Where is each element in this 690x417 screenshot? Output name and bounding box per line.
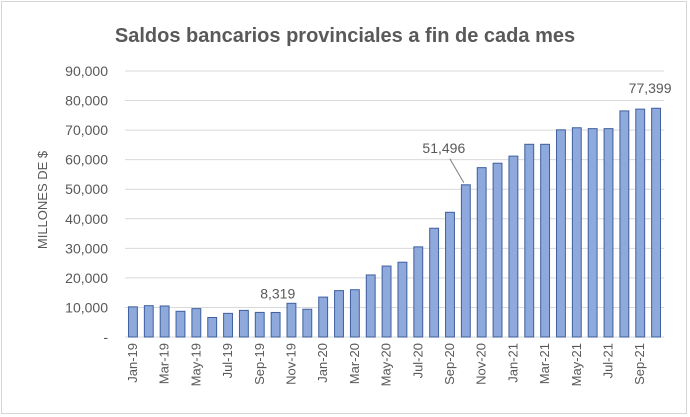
bar <box>127 306 138 338</box>
bar <box>302 308 313 338</box>
bar <box>508 155 519 338</box>
bar <box>318 296 329 338</box>
bar <box>270 311 281 338</box>
bar <box>460 184 471 338</box>
bar <box>556 129 566 338</box>
x-tick-label: May-20 <box>379 343 394 386</box>
x-tick-label: Mar-19 <box>157 343 172 384</box>
bar <box>413 246 424 338</box>
y-tick-label: 40,000 <box>65 211 108 227</box>
y-tick-label: 80,000 <box>65 93 108 109</box>
y-tick-label: 50,000 <box>65 181 108 197</box>
x-tick-label: Jul-19 <box>220 343 235 378</box>
data-labels: 8,319 51,496 77,399 <box>260 80 671 301</box>
chart-title: Saldos bancarios provinciales a fin de c… <box>115 25 575 47</box>
bar <box>571 127 582 338</box>
gridlines <box>125 70 664 338</box>
bar <box>381 265 392 338</box>
x-tick-label: Sep-19 <box>252 343 267 385</box>
y-tick-label: 70,000 <box>65 122 108 138</box>
bar <box>445 211 455 338</box>
x-tick-label: Jul-20 <box>410 343 425 378</box>
data-label: 51,496 <box>422 140 465 156</box>
x-tick-label: May-21 <box>569 343 584 386</box>
bar <box>143 305 154 338</box>
bar <box>286 302 297 338</box>
bar <box>540 143 551 338</box>
y-axis-label: MILLONES DE $ <box>35 150 50 249</box>
bar <box>349 289 360 338</box>
data-label: 77,399 <box>629 80 672 96</box>
y-tick-label: - <box>103 329 108 345</box>
bar <box>619 110 630 338</box>
bar <box>207 316 218 338</box>
x-tick-label: Sep-20 <box>442 343 457 385</box>
x-tick-label: Jan-20 <box>315 343 330 383</box>
bar <box>223 312 233 338</box>
bar <box>524 143 535 338</box>
y-tick-label: 30,000 <box>65 240 108 256</box>
y-tick-label: 60,000 <box>65 152 108 168</box>
bar <box>476 167 487 338</box>
data-label: 8,319 <box>260 285 295 301</box>
bar <box>254 311 265 338</box>
bar <box>651 107 662 338</box>
bar <box>159 305 170 338</box>
x-tick-label: Mar-21 <box>537 343 552 384</box>
bar <box>365 274 376 338</box>
x-tick-label: Jan-19 <box>125 343 140 383</box>
bar <box>238 309 249 338</box>
x-tick-label: Jul-21 <box>601 343 616 378</box>
x-axis-ticks: Jan-19 Mar-19 May-19 Jul-19 Sep-19 Nov-19 Jan-… <box>125 343 647 386</box>
bar <box>492 162 503 338</box>
bar <box>587 128 598 338</box>
bar <box>635 108 646 338</box>
bar <box>603 128 614 338</box>
bar <box>334 290 344 338</box>
x-tick-label: Mar-20 <box>347 343 362 384</box>
x-tick-label: Nov-19 <box>283 343 298 385</box>
y-axis-ticks: - 10,000 20,000 30,000 40,000 50,000 60,000 70,… <box>65 63 108 345</box>
y-tick-label: 90,000 <box>65 63 108 79</box>
bar <box>429 227 440 338</box>
bar <box>191 308 202 338</box>
callout-line <box>449 158 465 184</box>
x-tick-label: Sep-21 <box>632 343 647 385</box>
bar <box>175 310 186 338</box>
bars <box>127 107 662 338</box>
bar <box>397 261 408 338</box>
y-tick-label: 20,000 <box>65 270 108 286</box>
x-tick-label: Nov-20 <box>474 343 489 385</box>
x-tick-label: Jan-21 <box>505 343 520 383</box>
y-tick-label: 10,000 <box>65 299 108 315</box>
x-tick-label: May-19 <box>188 343 203 386</box>
